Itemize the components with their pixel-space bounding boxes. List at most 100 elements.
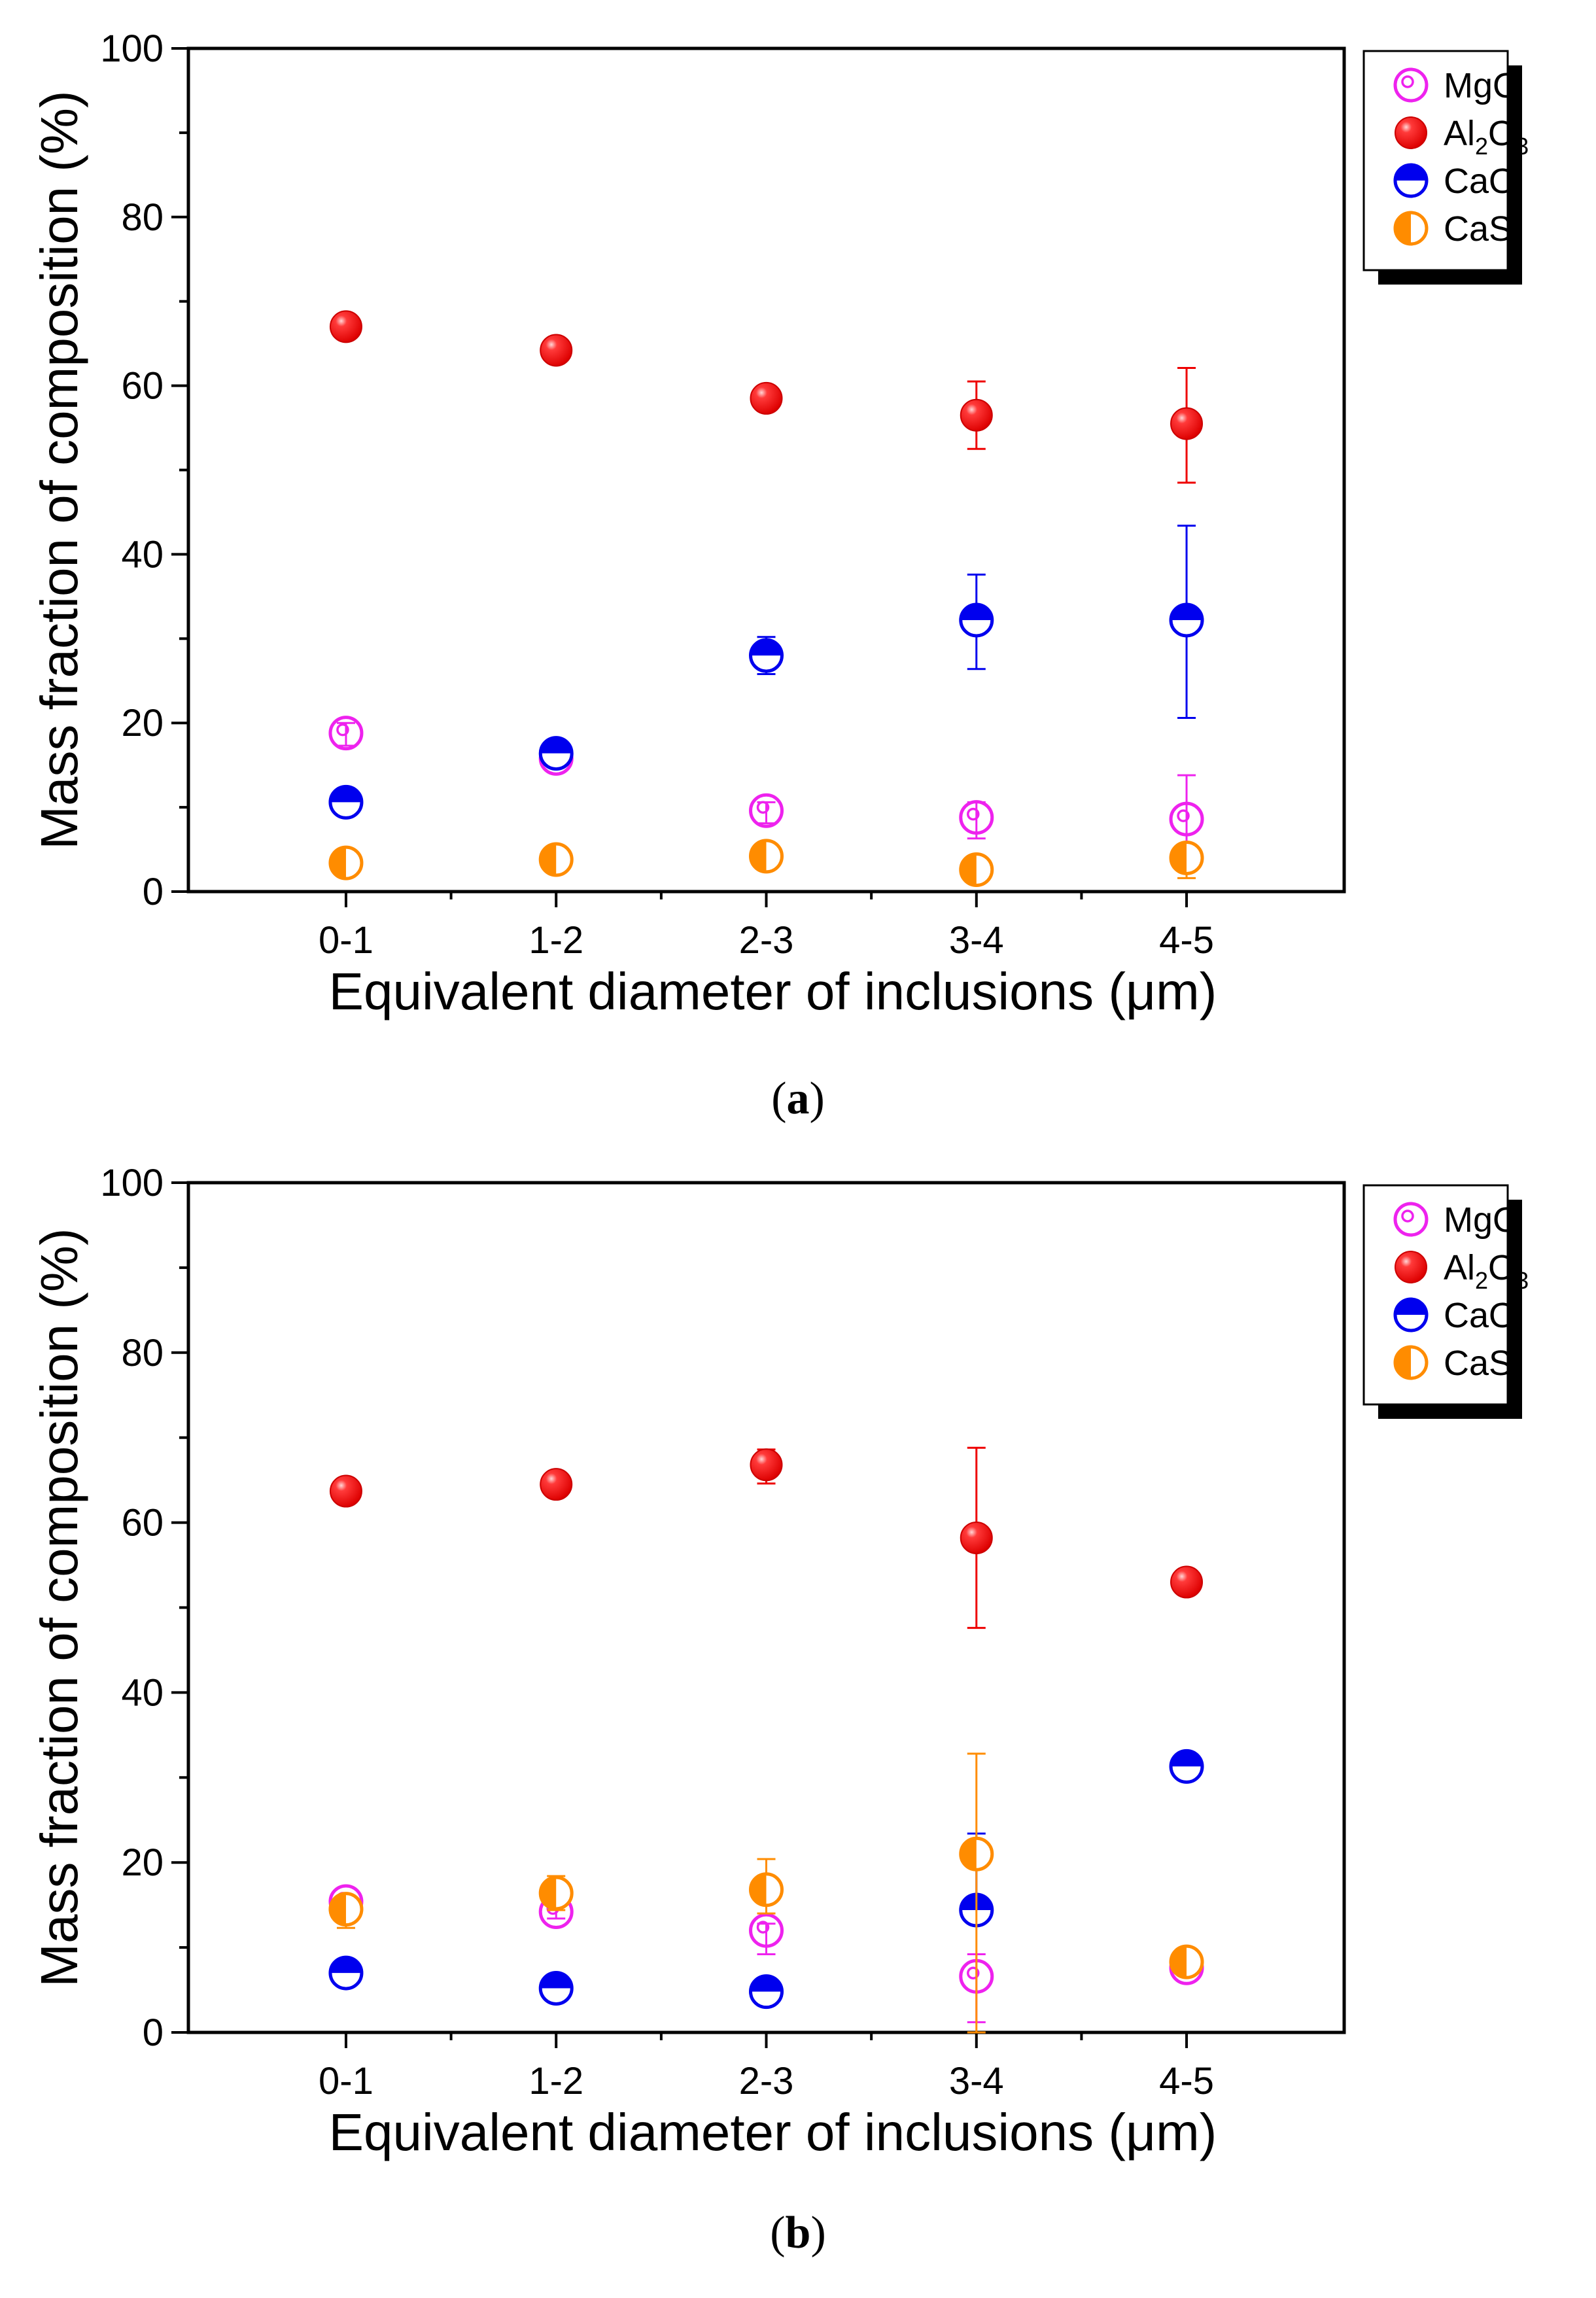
data-point-cao-fill <box>540 737 572 754</box>
legend-item-cas: CaS <box>1393 1344 1512 1383</box>
label-part: 2 <box>1475 133 1488 160</box>
legend-item-cao: CaO <box>1393 162 1516 201</box>
data-point-cas <box>749 839 784 874</box>
caption-open: ( <box>770 2208 785 2258</box>
legend-label-cao: CaO <box>1444 1296 1516 1335</box>
data-point-mgo <box>749 1913 784 1948</box>
data-point-cao-fill <box>750 640 782 656</box>
label-part: Al <box>1444 114 1475 153</box>
data-point-al2o3 <box>540 1468 573 1501</box>
data-point-al2o3 <box>960 398 993 432</box>
legend-item-mgo: MgO <box>1393 1200 1520 1240</box>
data-point-mgo-ring <box>749 793 784 828</box>
x-axis-title: Equivalent diameter of inclusions (μm) <box>329 962 1217 1020</box>
panel-caption: (b) <box>770 2208 826 2258</box>
data-point-cao-fill <box>960 604 992 620</box>
legend-marker-cao <box>1393 163 1429 198</box>
data-point-mgo-inner <box>967 1966 980 1980</box>
data-point-mgo-inner <box>1177 809 1190 822</box>
legend-marker-cao <box>1393 1297 1429 1332</box>
data-point-al2o3 <box>1170 1565 1204 1599</box>
legend-label-al2o3: Al2O3 <box>1444 114 1529 160</box>
error-bar <box>757 1923 776 1955</box>
caption-close: ) <box>810 2208 825 2258</box>
data-point-cao <box>1169 602 1204 638</box>
series-cao <box>328 525 1204 820</box>
data-point-mgo <box>328 716 364 751</box>
legend-label-mgo: MgO <box>1444 66 1520 105</box>
data-point-cas <box>538 842 574 877</box>
legend-label-cao: CaO <box>1444 162 1516 201</box>
y-tick-label: 0 <box>143 2011 164 2054</box>
data-point-cao <box>959 602 994 638</box>
x-tick-label: 0-1 <box>319 2060 373 2102</box>
label-part: CaO <box>1444 1296 1516 1335</box>
series-cas <box>328 839 1204 887</box>
legend-marker-cas-fill <box>1395 1347 1411 1378</box>
legend-item-cao: CaO <box>1393 1296 1516 1335</box>
data-point-cao-fill <box>750 1976 782 1992</box>
data-point-cao-fill <box>330 1957 362 1974</box>
legend-marker-al2o3-disc <box>1395 116 1427 149</box>
y-tick-label: 20 <box>121 1841 164 1884</box>
data-point-mgo-ring <box>328 716 364 751</box>
label-part: 3 <box>1516 133 1529 160</box>
error-bar <box>967 1752 986 2034</box>
legend-marker-mgo <box>1393 67 1429 103</box>
legend-marker-mgo-inner <box>1401 1210 1414 1223</box>
label-part: O <box>1488 114 1516 153</box>
x-tick-label: 4-5 <box>1159 919 1214 962</box>
data-point-al2o3 <box>750 381 783 415</box>
label-part: Al <box>1444 1248 1475 1287</box>
legend-box <box>1362 50 1509 271</box>
legend-item-mgo: MgO <box>1393 66 1520 105</box>
data-point-al2o3 <box>329 1474 362 1508</box>
legend-marker-al2o3 <box>1395 1251 1427 1283</box>
caption-close: ) <box>810 1073 825 1124</box>
legend-marker-al2o3 <box>1395 116 1427 149</box>
data-point-cao-fill <box>330 786 362 803</box>
data-point-mgo <box>959 800 994 835</box>
label-part: MgO <box>1444 1200 1520 1240</box>
data-point-cas <box>538 1875 574 1911</box>
x-tick-label: 3-4 <box>949 2060 1004 2102</box>
data-point-cas-fill <box>960 854 977 886</box>
data-point-mgo <box>1169 801 1204 837</box>
y-tick-label: 40 <box>121 533 164 576</box>
x-tick-label: 1-2 <box>529 919 583 962</box>
data-point-al2o3-disc <box>750 1448 783 1482</box>
legend-box <box>1362 1184 1509 1406</box>
data-point-al2o3 <box>750 1448 783 1482</box>
label-part: CaO <box>1444 162 1516 201</box>
data-point-al2o3-disc <box>540 1468 573 1501</box>
y-tick-label: 60 <box>121 365 164 408</box>
panel-caption: (a) <box>771 1073 825 1124</box>
data-point-al2o3-disc <box>540 334 573 367</box>
legend-label-cas: CaS <box>1444 1344 1512 1383</box>
data-point-cas-fill <box>750 1873 767 1906</box>
label-part: 2 <box>1475 1267 1488 1294</box>
data-point-al2o3 <box>1170 407 1204 440</box>
y-tick-label: 40 <box>121 1671 164 1714</box>
data-point-cas-fill <box>1171 842 1187 874</box>
data-point-mgo <box>749 793 784 828</box>
data-point-al2o3-disc <box>750 381 783 415</box>
legend-marker-cas-fill <box>1395 213 1411 244</box>
legend-item-cas: CaS <box>1393 209 1512 249</box>
series-cas <box>328 1752 1204 2034</box>
x-tick-label: 2-3 <box>739 2060 794 2102</box>
legend-marker-mgo-ring <box>1393 1202 1429 1237</box>
y-tick-label: 80 <box>121 1332 164 1374</box>
label-part: CaS <box>1444 1344 1512 1383</box>
y-tick-label: 60 <box>121 1502 164 1544</box>
data-point-cao <box>328 784 364 820</box>
legend-marker-mgo-inner <box>1401 75 1414 88</box>
data-point-cas-fill <box>330 847 346 879</box>
legend-marker-mgo <box>1393 1202 1429 1237</box>
data-point-cas <box>328 1892 364 1927</box>
plot-frame <box>186 46 1346 894</box>
y-tick-label: 100 <box>100 27 164 70</box>
